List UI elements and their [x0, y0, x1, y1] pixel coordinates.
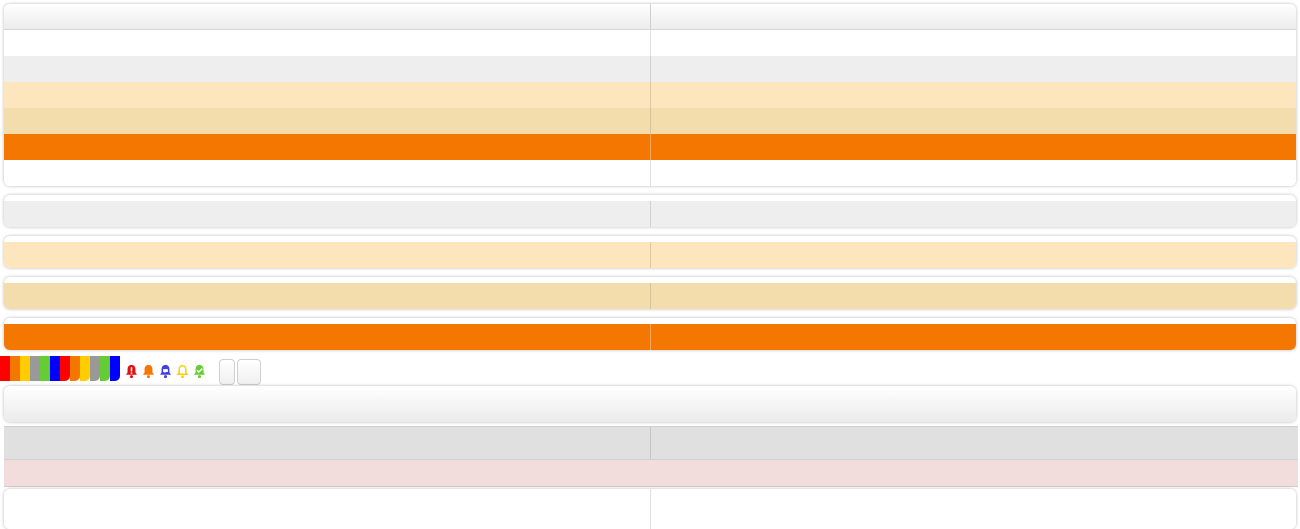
row-sample-grey — [4, 195, 1296, 227]
swatch-blue — [50, 356, 60, 381]
table-row[interactable] — [4, 426, 1298, 460]
toolbar-button-2[interactable] — [237, 359, 261, 385]
table-row[interactable] — [4, 108, 1296, 134]
row-sample-orange — [4, 318, 1296, 350]
table-row[interactable] — [4, 242, 1296, 268]
bottom-panel — [4, 489, 1296, 529]
table-row[interactable] — [4, 56, 1296, 82]
table-row[interactable] — [4, 460, 1298, 487]
swatch-orange — [10, 356, 20, 381]
table-row[interactable] — [4, 30, 1296, 56]
color-swatch-strip — [0, 356, 120, 381]
check-bell-icon — [194, 364, 205, 379]
bell-icon — [143, 364, 154, 379]
swatch-tab-orange — [70, 356, 80, 381]
table-row[interactable] — [4, 82, 1296, 108]
table-header — [4, 4, 1296, 30]
section-header-bar — [4, 386, 1296, 422]
swatch-green — [40, 356, 50, 381]
toolbar-button-1[interactable] — [219, 359, 235, 385]
lower-table — [4, 426, 1298, 487]
table-row[interactable] — [4, 201, 1296, 227]
table-row[interactable] — [4, 324, 1296, 350]
message-bell-icon — [160, 364, 171, 379]
status-icons — [124, 363, 207, 379]
table-row[interactable] — [4, 160, 1296, 186]
alert-bell-icon — [126, 364, 137, 379]
swatch-grey — [30, 356, 40, 381]
swatch-tab-green — [100, 356, 110, 381]
swatch-tab-red — [60, 356, 70, 381]
bell-outline-icon — [176, 364, 189, 379]
table-row[interactable] — [4, 283, 1296, 309]
main-table — [4, 4, 1296, 186]
swatch-tab-grey — [90, 356, 100, 381]
table-row[interactable] — [4, 134, 1296, 160]
swatch-tab-yellow — [80, 356, 90, 381]
swatch-red — [0, 356, 10, 381]
swatch-tab-blue — [110, 356, 120, 381]
row-sample-sand — [4, 277, 1296, 309]
table-row[interactable] — [4, 489, 1296, 529]
swatch-yellow — [20, 356, 30, 381]
row-sample-cream — [4, 236, 1296, 268]
